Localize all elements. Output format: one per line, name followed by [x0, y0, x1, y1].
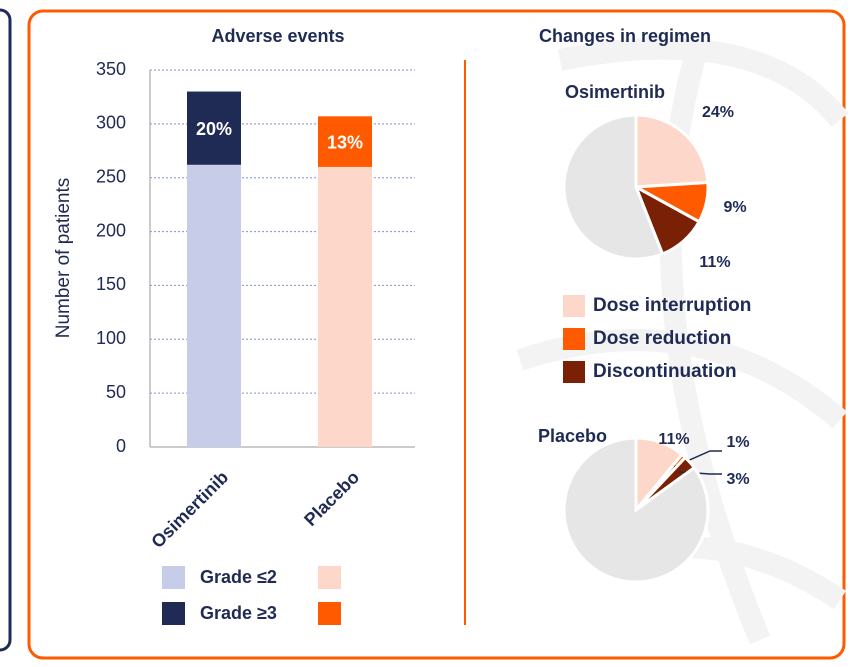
- data-label: 3%: [726, 471, 749, 488]
- legend-swatch: [563, 328, 585, 350]
- legend-swatch: [563, 361, 585, 383]
- y-axis-label: Number of patients: [53, 178, 74, 339]
- legend-label: Dose interruption: [593, 295, 751, 316]
- data-label: 11%: [658, 431, 689, 448]
- legend-label: Dose reduction: [593, 328, 731, 349]
- left-panel-edge: [0, 8, 12, 652]
- bar-annotation: 13%: [327, 132, 363, 152]
- data-label: 24%: [702, 104, 734, 121]
- bar-annotation: 20%: [196, 119, 232, 139]
- y-tick-label: 50: [106, 382, 126, 402]
- legend-swatch: [162, 602, 185, 625]
- legend-label: Discontinuation: [593, 361, 737, 382]
- pie-slice: [634, 113, 710, 189]
- y-tick-label: 250: [96, 166, 126, 186]
- bar-segment: [318, 116, 372, 167]
- y-tick-label: 200: [96, 220, 126, 240]
- background-decoration: [516, 36, 849, 645]
- data-label: 9%: [723, 199, 746, 216]
- y-tick-label: 300: [96, 113, 126, 133]
- legend-label: Grade ≥3: [200, 603, 277, 623]
- bar-segment: [187, 164, 241, 447]
- chart-title: Adverse events: [211, 26, 344, 46]
- pie-title: Osimertinib: [565, 82, 665, 102]
- section-title: Changes in regimen: [539, 26, 711, 46]
- legend-swatch: [162, 566, 185, 589]
- y-tick-label: 100: [96, 328, 126, 348]
- y-tick-label: 150: [96, 274, 126, 294]
- bar-segment: [318, 166, 372, 447]
- legend-swatch: [318, 566, 341, 589]
- pie-slice: [562, 113, 665, 261]
- y-tick-label: 350: [96, 59, 126, 79]
- bar-segment: [187, 91, 241, 165]
- y-tick-label: 0: [116, 436, 126, 456]
- pie-slice: [562, 436, 710, 584]
- pie-title: Placebo: [538, 426, 607, 446]
- legend-swatch: [318, 602, 341, 625]
- data-label: 1%: [726, 434, 749, 451]
- legend-label: Grade ≤2: [200, 567, 277, 587]
- data-label: 11%: [699, 254, 730, 271]
- legend-swatch: [563, 295, 585, 317]
